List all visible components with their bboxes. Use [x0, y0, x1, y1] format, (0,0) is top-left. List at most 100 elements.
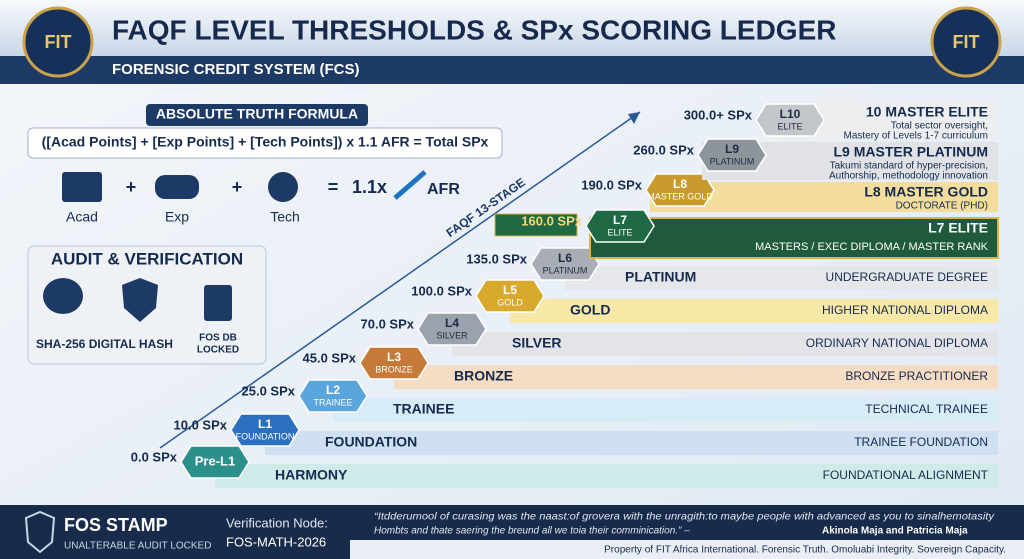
multiplier: 1.1x — [352, 177, 387, 197]
tier-description: ORDINARY NATIONAL DIPLOMA — [806, 336, 988, 350]
audit-icons — [43, 278, 232, 322]
level-badge — [180, 445, 250, 479]
badge-name: FOUNDATION — [236, 431, 295, 441]
spx-threshold: 300.0+ SPx — [684, 107, 753, 122]
badge-name: ELITE — [777, 121, 802, 131]
tier-name: PLATINUM — [625, 269, 696, 285]
badge-level: L3 — [387, 350, 401, 364]
formula-heading: ABSOLUTE TRUTH FORMULA — [156, 106, 358, 122]
tier-name: SILVER — [512, 335, 562, 351]
badge-level: L8 — [673, 177, 687, 191]
tier-name: HARMONY — [275, 467, 348, 483]
badge-level: L4 — [445, 316, 459, 330]
tier-description: Takumi standard of hyper-precision, — [830, 161, 988, 172]
badge-level: L9 — [725, 142, 739, 156]
arrow-head — [628, 112, 640, 124]
tier-name: 10 MASTER ELITE — [866, 104, 988, 120]
tier-name: BRONZE — [454, 368, 513, 384]
badge-name: PLATINUM — [543, 265, 588, 275]
spx-threshold: 70.0 SPx — [361, 316, 415, 331]
level-badge — [645, 173, 715, 207]
tier-description: DOCTORATE (PHD) — [896, 201, 988, 212]
spx-threshold: 135.0 SPx — [466, 251, 527, 266]
formula-heading-box — [146, 104, 368, 126]
level-badge — [530, 247, 600, 281]
audit-db: LOCKED — [197, 345, 239, 356]
badge-level: L1 — [258, 417, 272, 431]
node-label: Verification Node: — [226, 515, 328, 530]
term: Acad — [66, 209, 98, 225]
term: Exp — [165, 209, 189, 225]
badge-level: Pre-L1 — [195, 453, 235, 468]
tier-description: HIGHER NATIONAL DIPLOMA — [822, 303, 988, 317]
stamp-icon — [24, 510, 56, 554]
stamp: FOS STAMP — [64, 515, 168, 535]
quote: “Itdderumool of curasing was the naast:o… — [374, 512, 995, 523]
tier-band — [510, 299, 998, 323]
badge-name: GOLD — [497, 297, 523, 307]
badge-name: SILVER — [436, 330, 468, 340]
footer-strip — [350, 540, 1024, 559]
tier-name: TRAINEE — [393, 401, 454, 417]
spx-threshold: 10.0 SPx — [174, 417, 228, 432]
spx-threshold: 45.0 SPx — [303, 350, 357, 365]
audit-hash: SHA-256 DIGITAL HASH — [36, 337, 173, 351]
authors: Akinola Maja and Patricia Maja — [822, 526, 968, 537]
badge-name: MASTER GOLD — [647, 191, 713, 201]
logo — [22, 6, 94, 78]
logo-text: FIT — [45, 32, 72, 52]
level-badge — [230, 413, 300, 447]
level-badge — [475, 279, 545, 313]
plus: + — [126, 177, 137, 197]
tier-description: FOUNDATIONAL ALIGNMENT — [823, 468, 989, 482]
spx-threshold: 0.0 SPx — [131, 449, 178, 464]
badge-level: L5 — [503, 283, 517, 297]
badge-level: L10 — [780, 107, 801, 121]
formula-expression: ([Acad Points] + [Exp Points] + [Tech Po… — [42, 134, 489, 150]
spx-threshold: 100.0 SPx — [411, 283, 472, 298]
level-badge — [697, 138, 767, 172]
tier-band — [333, 398, 998, 422]
level-badge — [585, 209, 655, 243]
logo — [930, 6, 1002, 78]
formula-box — [27, 127, 503, 159]
badge-level: L7 — [613, 213, 627, 227]
tier-name: FOUNDATION — [325, 434, 417, 450]
audit-db: FOS DB — [199, 333, 237, 344]
level-badge — [417, 312, 487, 346]
stamp-sub: UNALTERABLE AUDIT LOCKED — [64, 541, 211, 552]
spx-threshold: 190.0 SPx — [581, 177, 642, 192]
progress-arrow — [159, 111, 641, 449]
equals: = — [328, 177, 339, 197]
property: Property of FIT Africa International. Fo… — [604, 545, 1006, 556]
ladder: Pre-L1 0.0 SPx HARMONY FOUNDATIONAL ALIGNME… — [131, 102, 999, 488]
tier-band — [589, 217, 999, 259]
title: FAQF LEVEL THRESHOLDS & SPx SCORING LEDG… — [112, 14, 836, 45]
afr: AFR — [427, 181, 460, 198]
tier-band — [265, 431, 998, 455]
level-badge — [298, 379, 368, 413]
spx-threshold: 160.0 SPx — [521, 213, 582, 228]
spx-threshold: 25.0 SPx — [242, 383, 296, 398]
term: Tech — [270, 209, 300, 225]
icons — [62, 170, 427, 202]
tier-description: TRAINEE FOUNDATION — [854, 435, 988, 449]
tier-description: Mastery of Levels 1-7 curriculum — [844, 131, 989, 142]
tier-description: Total sector oversight, — [891, 121, 988, 132]
badge-name: PLATINUM — [710, 156, 755, 166]
tier-description: MASTERS / EXEC DIPLOMA / MASTER RANK — [755, 241, 989, 253]
node: FOS-MATH-2026 — [226, 534, 326, 549]
badge-level: L6 — [558, 251, 572, 265]
spx-threshold: 260.0 SPx — [633, 142, 694, 157]
badge-name: ELITE — [607, 227, 632, 237]
tier-description: UNDERGRADUATE DEGREE — [826, 270, 988, 284]
quote: Hombts and thate saering the breund all … — [374, 526, 690, 537]
tier-band — [452, 332, 998, 356]
audit-heading: AUDIT & VERIFICATION — [51, 249, 243, 268]
spx-highlight — [494, 213, 578, 237]
tier-band — [215, 464, 998, 488]
logo-text: FIT — [953, 32, 980, 52]
level-badge — [359, 346, 429, 380]
level-badge — [755, 103, 825, 137]
